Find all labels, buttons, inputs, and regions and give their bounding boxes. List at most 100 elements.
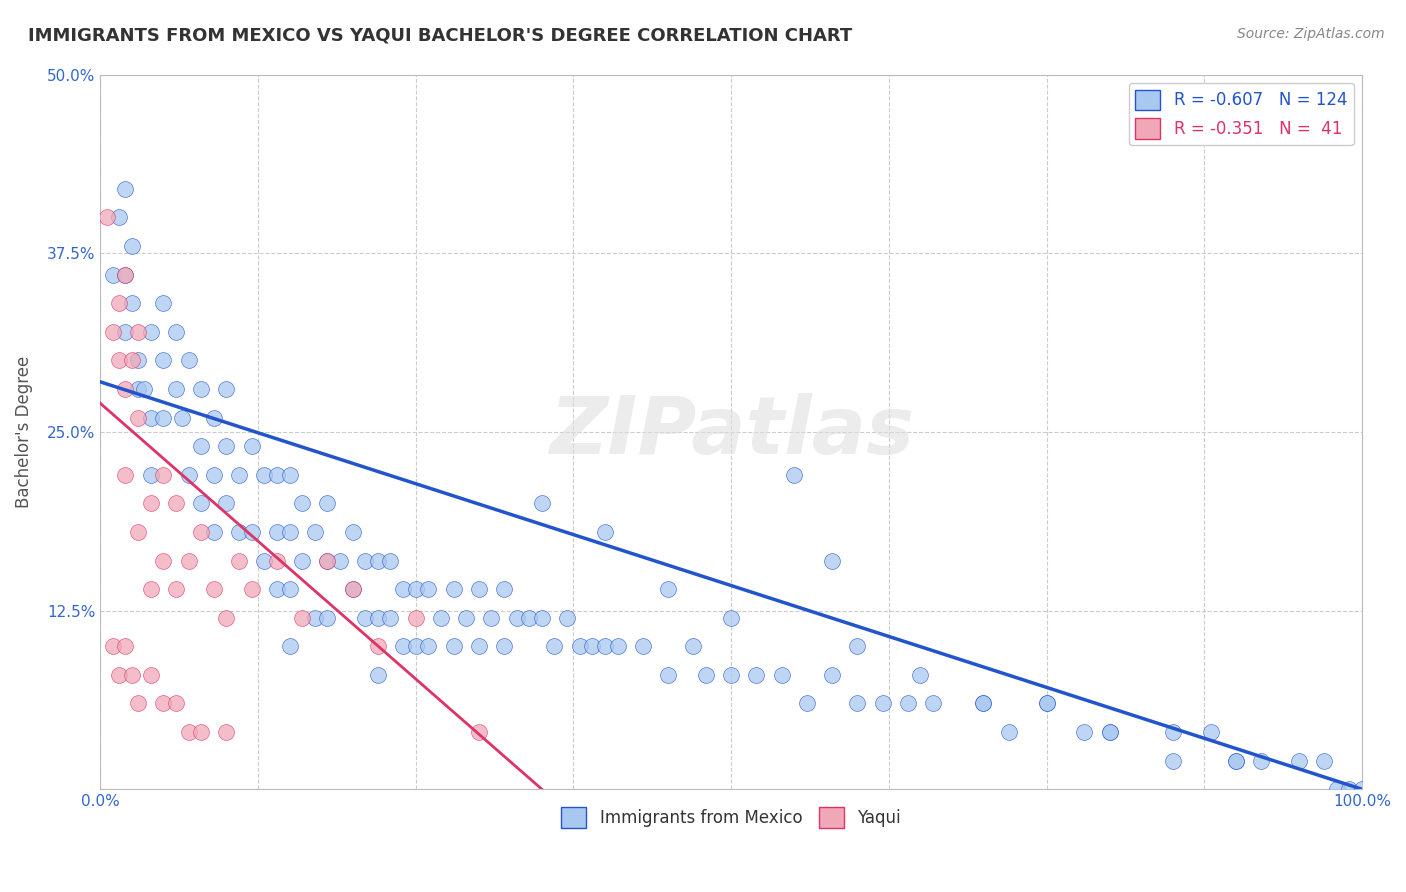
Point bbox=[910, 668, 932, 682]
Point bbox=[177, 467, 200, 482]
Point bbox=[1098, 725, 1121, 739]
Point bbox=[1250, 754, 1272, 768]
Point bbox=[354, 610, 377, 624]
Point bbox=[405, 582, 427, 596]
Text: Source: ZipAtlas.com: Source: ZipAtlas.com bbox=[1237, 27, 1385, 41]
Point bbox=[606, 640, 628, 654]
Point bbox=[101, 640, 124, 654]
Point bbox=[783, 467, 806, 482]
Point bbox=[121, 239, 143, 253]
Point bbox=[114, 268, 136, 282]
Point bbox=[165, 325, 187, 339]
Point bbox=[190, 524, 212, 539]
Point bbox=[108, 668, 131, 682]
Legend: Immigrants from Mexico, Yaqui: Immigrants from Mexico, Yaqui bbox=[554, 801, 908, 835]
Point bbox=[593, 524, 616, 539]
Point bbox=[172, 410, 194, 425]
Point bbox=[139, 668, 162, 682]
Point bbox=[101, 325, 124, 339]
Text: ZIPatlas: ZIPatlas bbox=[548, 392, 914, 471]
Point bbox=[139, 325, 162, 339]
Point bbox=[354, 553, 377, 567]
Point bbox=[152, 697, 174, 711]
Point bbox=[108, 353, 131, 368]
Point bbox=[1326, 782, 1348, 797]
Point bbox=[266, 524, 288, 539]
Point bbox=[165, 582, 187, 596]
Point bbox=[278, 467, 301, 482]
Point bbox=[505, 610, 527, 624]
Point bbox=[568, 640, 591, 654]
Point bbox=[240, 439, 263, 453]
Point bbox=[405, 610, 427, 624]
Point bbox=[720, 610, 742, 624]
Point bbox=[1351, 782, 1374, 797]
Point bbox=[1225, 754, 1247, 768]
Point bbox=[682, 640, 704, 654]
Point bbox=[108, 296, 131, 310]
Point bbox=[342, 582, 364, 596]
Point bbox=[316, 553, 339, 567]
Point bbox=[240, 582, 263, 596]
Point bbox=[177, 553, 200, 567]
Point bbox=[108, 211, 131, 225]
Point bbox=[657, 668, 679, 682]
Point bbox=[96, 211, 118, 225]
Point bbox=[139, 582, 162, 596]
Point bbox=[139, 410, 162, 425]
Point bbox=[127, 697, 149, 711]
Point bbox=[165, 496, 187, 510]
Point bbox=[443, 582, 465, 596]
Point bbox=[543, 640, 565, 654]
Point bbox=[316, 496, 339, 510]
Point bbox=[555, 610, 578, 624]
Point bbox=[215, 439, 238, 453]
Point bbox=[631, 640, 654, 654]
Point bbox=[316, 553, 339, 567]
Point bbox=[121, 668, 143, 682]
Point bbox=[1161, 754, 1184, 768]
Point bbox=[190, 439, 212, 453]
Text: IMMIGRANTS FROM MEXICO VS YAQUI BACHELOR'S DEGREE CORRELATION CHART: IMMIGRANTS FROM MEXICO VS YAQUI BACHELOR… bbox=[28, 27, 852, 45]
Point bbox=[367, 610, 389, 624]
Point bbox=[1035, 697, 1057, 711]
Point bbox=[405, 640, 427, 654]
Point bbox=[121, 353, 143, 368]
Point bbox=[468, 725, 491, 739]
Point bbox=[114, 182, 136, 196]
Point bbox=[922, 697, 945, 711]
Point bbox=[720, 668, 742, 682]
Point bbox=[770, 668, 793, 682]
Point bbox=[266, 553, 288, 567]
Point bbox=[152, 296, 174, 310]
Point bbox=[1199, 725, 1222, 739]
Point bbox=[202, 524, 225, 539]
Point bbox=[430, 610, 453, 624]
Point bbox=[304, 524, 326, 539]
Point bbox=[342, 582, 364, 596]
Point bbox=[479, 610, 502, 624]
Point bbox=[127, 382, 149, 396]
Point bbox=[291, 553, 314, 567]
Point bbox=[202, 467, 225, 482]
Point bbox=[215, 725, 238, 739]
Point bbox=[121, 296, 143, 310]
Point bbox=[114, 382, 136, 396]
Point bbox=[134, 382, 156, 396]
Point bbox=[228, 467, 250, 482]
Point bbox=[846, 697, 869, 711]
Point bbox=[202, 582, 225, 596]
Point bbox=[972, 697, 994, 711]
Point bbox=[380, 610, 402, 624]
Point bbox=[367, 668, 389, 682]
Point bbox=[215, 496, 238, 510]
Point bbox=[581, 640, 603, 654]
Point bbox=[278, 524, 301, 539]
Point bbox=[530, 496, 553, 510]
Point bbox=[456, 610, 478, 624]
Point bbox=[342, 524, 364, 539]
Point bbox=[418, 640, 440, 654]
Point bbox=[367, 553, 389, 567]
Point bbox=[517, 610, 540, 624]
Point bbox=[127, 524, 149, 539]
